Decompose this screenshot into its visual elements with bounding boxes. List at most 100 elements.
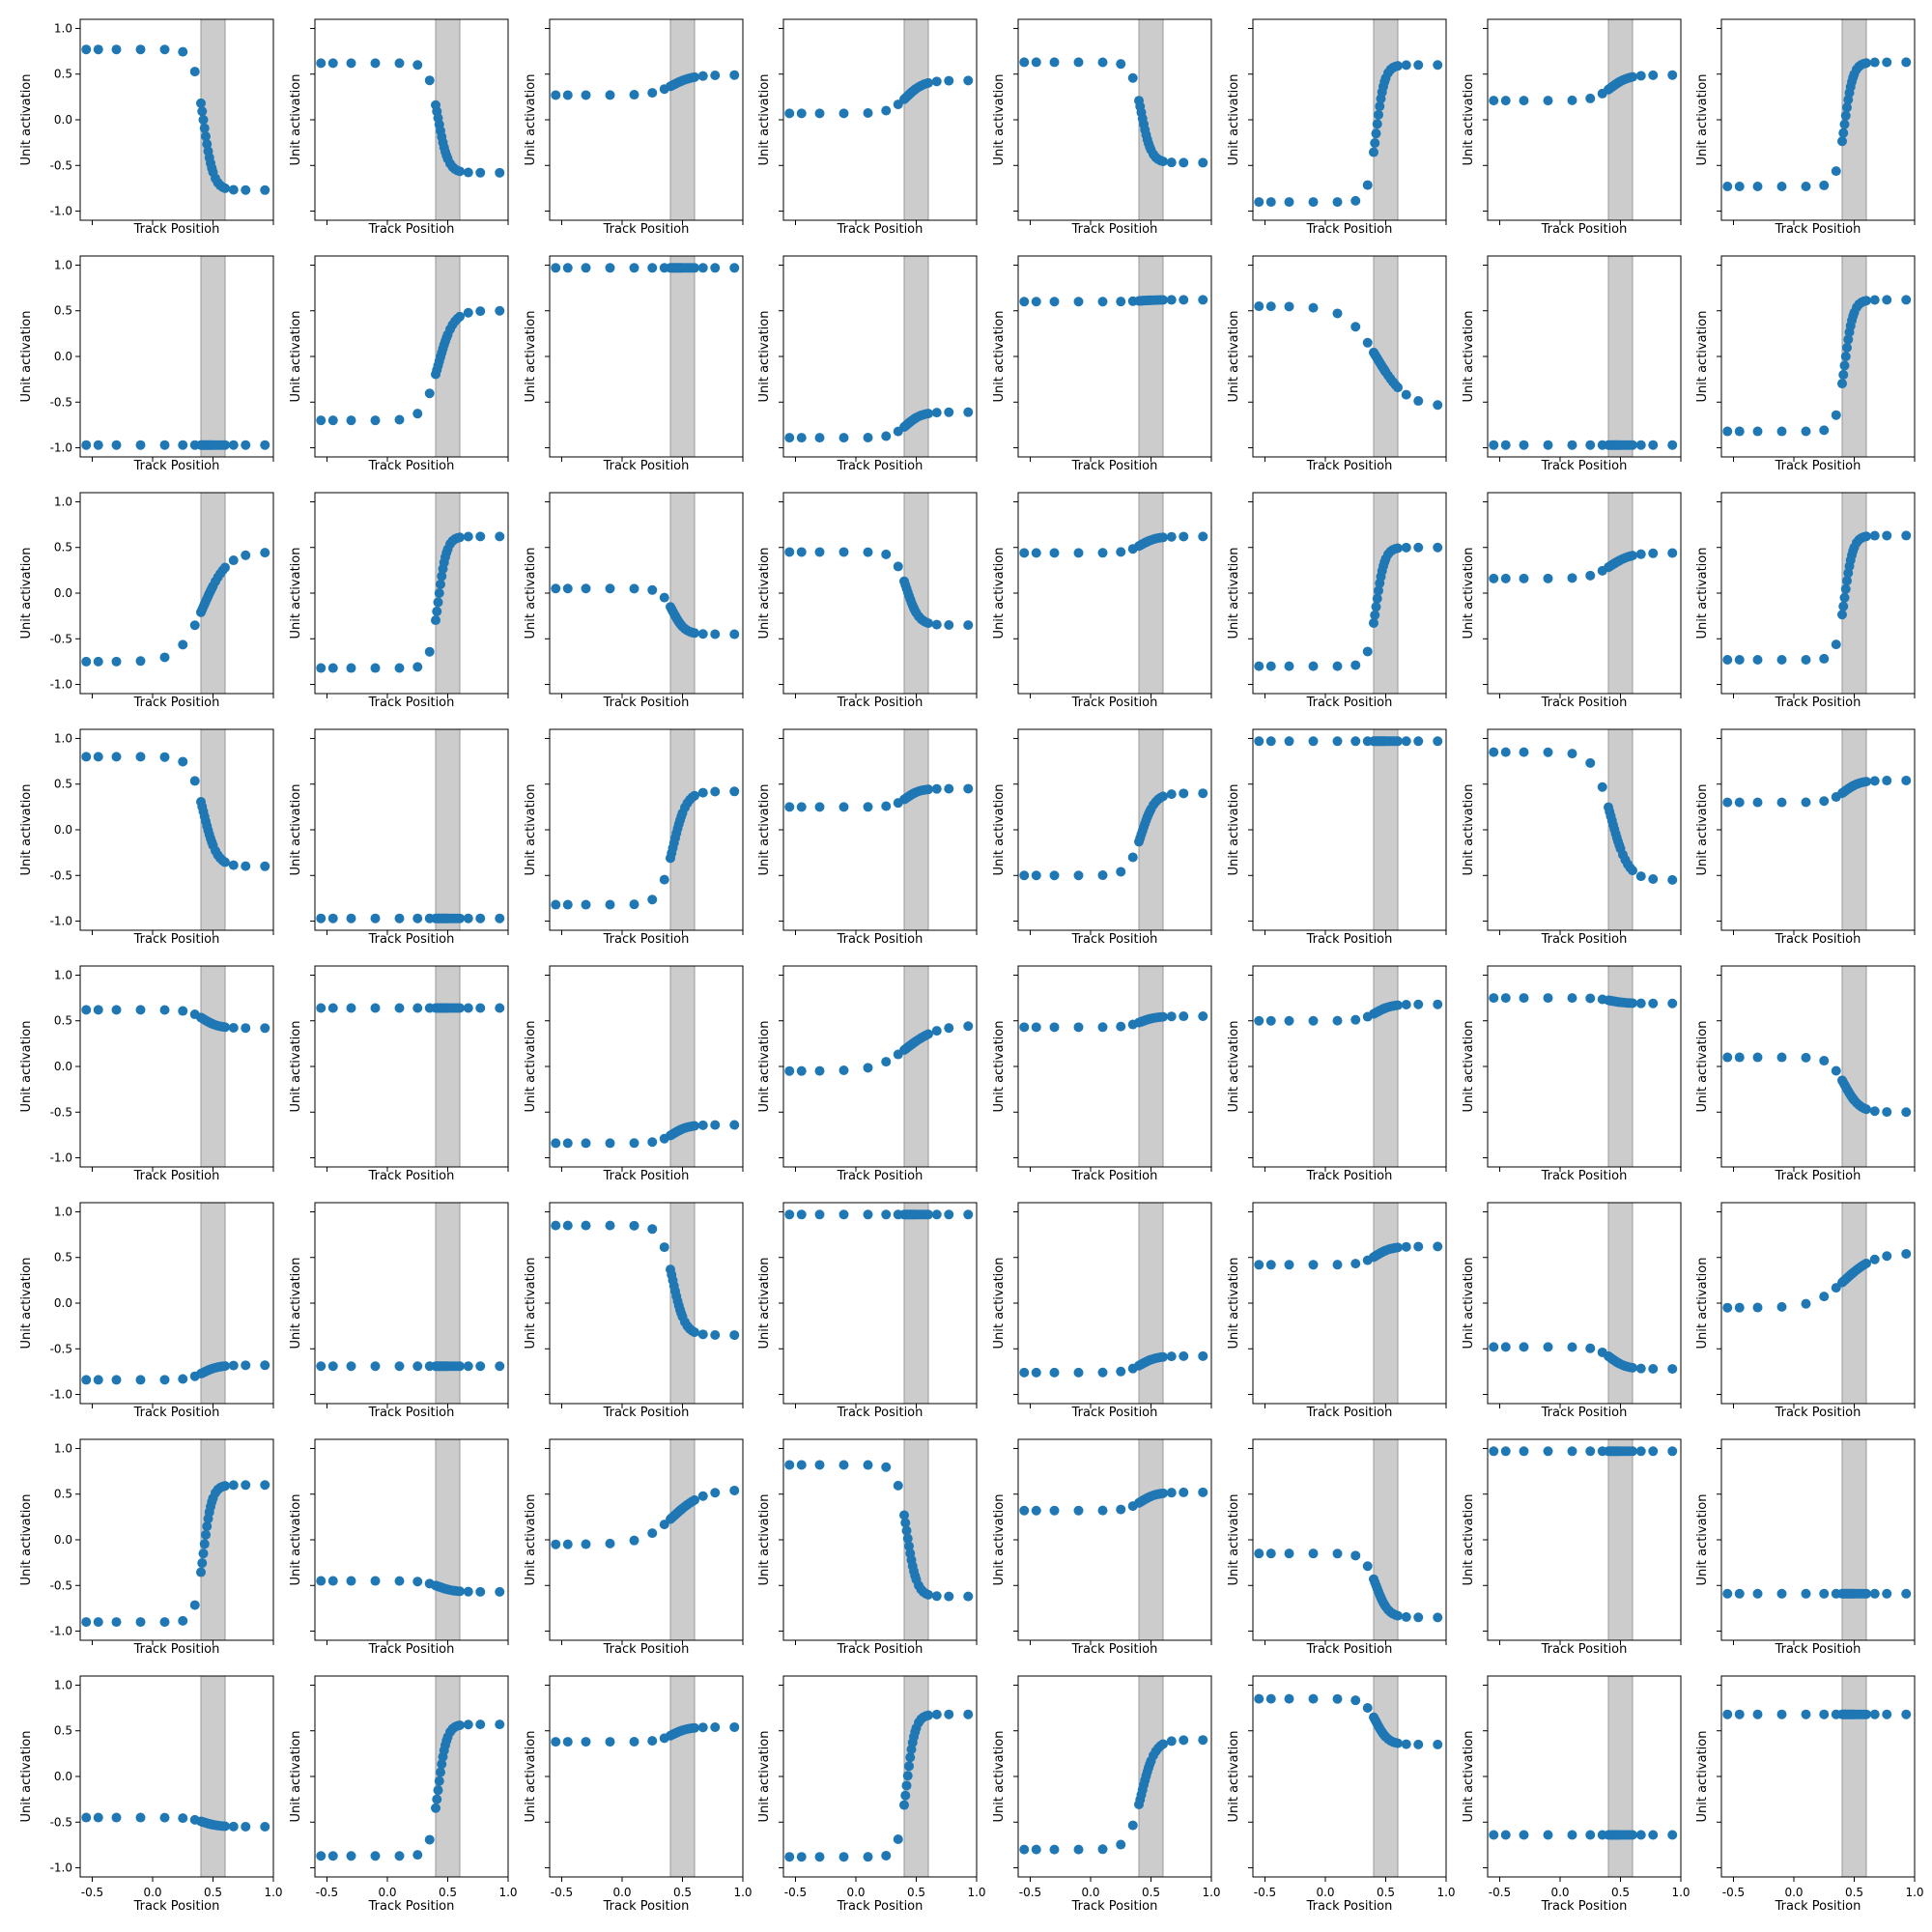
data-point [111, 1375, 122, 1385]
y-axis-label: Unit activation [1227, 74, 1241, 166]
x-axis-label: Track Position [1306, 1899, 1393, 1914]
data-point [1433, 1241, 1443, 1252]
panel-19: Track Position Unit activation [524, 492, 744, 710]
axes-frame [1487, 18, 1682, 221]
shaded-band [435, 965, 461, 1168]
data-point [647, 1224, 658, 1235]
data-point [1843, 334, 1854, 345]
data-point [863, 1209, 873, 1220]
panel-29: Track Position Unit activation [992, 728, 1212, 947]
data-point [1433, 542, 1443, 553]
data-point [1831, 1065, 1841, 1076]
data-point [923, 1209, 933, 1220]
data-point [196, 1567, 206, 1577]
axes-frame [314, 1675, 509, 1878]
data-point [370, 58, 381, 69]
data-point [562, 263, 573, 273]
data-point [944, 1709, 954, 1719]
x-axis-label: Track Position [1071, 459, 1158, 473]
panel-50: Track Position Unit activation [289, 1438, 509, 1657]
data-point [863, 1063, 873, 1073]
y-axis-label: Unit activation [524, 1021, 538, 1113]
panel-30: Track Position Unit activation [1227, 728, 1447, 947]
x-tick-label: -0.5 [1489, 1886, 1511, 1899]
data-point [881, 431, 892, 441]
data-point [1073, 1367, 1084, 1378]
data-point [1819, 1056, 1830, 1066]
data-point [220, 1481, 230, 1492]
shaded-band [1373, 1675, 1399, 1878]
data-point [551, 1138, 561, 1149]
data-point [495, 167, 505, 178]
data-point [647, 263, 658, 273]
data-point [1350, 660, 1361, 670]
axes-frame [1252, 255, 1447, 458]
data-point [796, 433, 807, 443]
y-tick-label: -1.0 [50, 1388, 72, 1402]
data-point [1648, 1830, 1659, 1840]
data-point [1393, 61, 1403, 71]
data-point [1393, 1000, 1403, 1010]
y-axis-label: Unit activation [1462, 74, 1476, 166]
data-point [1350, 1695, 1361, 1706]
data-point [1500, 440, 1511, 450]
data-point [1567, 95, 1577, 105]
data-point [1265, 1260, 1276, 1270]
data-point [260, 1023, 270, 1034]
data-point [1179, 1011, 1189, 1022]
data-point [394, 58, 405, 69]
data-point [838, 433, 849, 443]
data-point [710, 1120, 721, 1130]
data-point [346, 58, 356, 69]
y-axis-label: Unit activation [289, 548, 303, 639]
data-point [196, 98, 206, 108]
data-point [81, 1005, 92, 1015]
panel-58: -0.5 0.0 0.5 1.0 Track Position Unit activati… [289, 1675, 518, 1914]
x-axis-label: Track Position [133, 222, 220, 237]
data-point [1401, 389, 1411, 400]
axes-frame [79, 255, 274, 458]
y-axis-label: Unit activation [757, 74, 772, 166]
data-point [784, 1209, 795, 1220]
axes-frame [314, 255, 509, 458]
data-point [729, 70, 740, 80]
data-point [81, 44, 92, 55]
data-point [1489, 1342, 1499, 1352]
data-point [923, 77, 933, 88]
data-point [1362, 1702, 1373, 1713]
data-point [1752, 1588, 1763, 1599]
data-point [1734, 1709, 1745, 1719]
data-point [475, 1361, 486, 1372]
data-point [1842, 576, 1852, 586]
data-point [1179, 1487, 1189, 1497]
data-point [1801, 182, 1811, 192]
x-axis-label: Track Position [837, 222, 923, 237]
data-point [1597, 781, 1607, 792]
data-point [562, 899, 573, 910]
data-point [1350, 322, 1361, 332]
data-point [1372, 119, 1382, 129]
x-tick-label: 0.5 [1377, 1886, 1395, 1899]
axes-frame [1017, 1202, 1212, 1405]
x-axis-label: Track Position [1775, 1406, 1861, 1420]
axes-frame [782, 1202, 978, 1405]
x-axis-label: Track Position [1775, 459, 1861, 473]
axes-frame [1017, 728, 1212, 931]
panel-22: Track Position Unit activation [1227, 492, 1447, 710]
data-point [963, 407, 974, 417]
data-point [900, 1518, 911, 1528]
data-point [1350, 736, 1361, 747]
data-point [1819, 1588, 1830, 1599]
data-point [431, 615, 440, 626]
data-point [1166, 157, 1177, 168]
panel-31: Track Position Unit activation [1462, 728, 1682, 947]
data-point [784, 1460, 795, 1470]
y-axis-label: Unit activation [1227, 784, 1241, 876]
x-axis-label: Track Position [1541, 1899, 1628, 1914]
shaded-band [1607, 1202, 1634, 1405]
y-axis-label: Unit activation [992, 74, 1007, 166]
x-axis-label: Track Position [133, 1406, 220, 1420]
data-point [1097, 1367, 1108, 1378]
data-point [1019, 57, 1030, 68]
data-point [316, 1576, 327, 1586]
